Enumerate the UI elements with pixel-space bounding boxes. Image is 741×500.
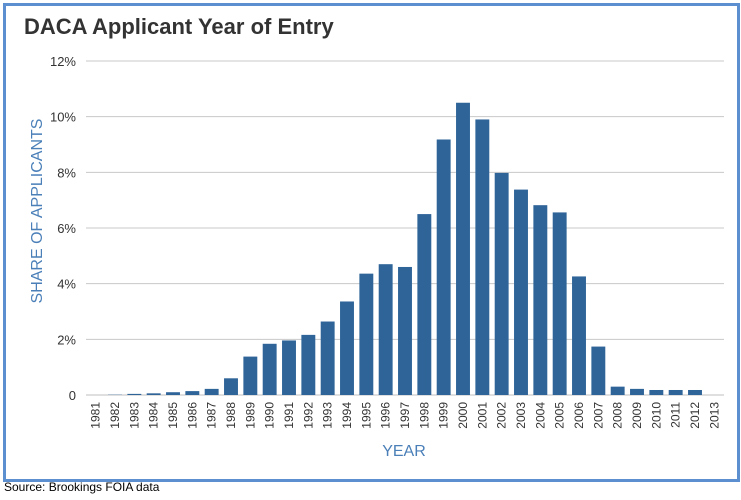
bar-1999 — [436, 139, 451, 395]
bar-1998 — [417, 214, 432, 395]
x-tick-label-1999: 1999 — [437, 402, 451, 429]
bar-2003 — [514, 189, 528, 395]
bar-2011 — [668, 389, 683, 395]
bar-2004 — [533, 205, 548, 395]
x-axis-label: YEAR — [382, 443, 426, 460]
y-tick-label: 6% — [57, 221, 76, 236]
bar-1993 — [320, 321, 335, 395]
bar-2007 — [591, 346, 606, 395]
x-tick-label-2013: 2013 — [707, 402, 721, 429]
bar-2009 — [630, 388, 644, 395]
bar-1995 — [359, 273, 374, 395]
bar-2002 — [494, 172, 509, 395]
x-tick-label-2009: 2009 — [630, 402, 644, 429]
x-tick-label-2000: 2000 — [456, 402, 470, 429]
bar-1992 — [301, 334, 316, 395]
x-tick-label-1989: 1989 — [243, 402, 257, 429]
x-tick-label-1995: 1995 — [359, 402, 373, 429]
bar-1988 — [224, 378, 238, 395]
bar-2012 — [688, 389, 702, 395]
x-tick-label-2002: 2002 — [495, 402, 509, 429]
bar-1996 — [378, 264, 393, 395]
x-tick-label-2007: 2007 — [591, 402, 605, 429]
x-tick-label-1988: 1988 — [224, 402, 238, 429]
y-tick-labels: 0 2% 4% 6% 8% 10% 12% — [50, 54, 76, 403]
x-tick-label-1998: 1998 — [417, 402, 431, 429]
x-tick-label-2001: 2001 — [475, 402, 489, 429]
y-tick-label: 2% — [57, 332, 76, 347]
y-tick-label: 0 — [69, 388, 76, 403]
chart-frame — [3, 3, 740, 482]
x-tick-label-1987: 1987 — [205, 402, 219, 429]
bar-1990 — [262, 343, 277, 395]
x-tick-label-1986: 1986 — [185, 402, 199, 429]
x-tick-labels: 1981 1982 1983 1984 1985 1986 1987 1988 1989 1990… — [89, 402, 722, 429]
bar-1987 — [204, 388, 219, 395]
source-note: Source: Brookings FOIA data — [4, 480, 160, 494]
bar-1997 — [398, 266, 412, 395]
bar-2008 — [610, 386, 625, 395]
x-tick-label-1990: 1990 — [263, 402, 277, 429]
bar-2000 — [456, 102, 470, 395]
x-tick-label-2010: 2010 — [649, 402, 663, 429]
x-tick-label-1993: 1993 — [321, 402, 335, 429]
y-axis-label: SHARE OF APPLICANTS — [29, 119, 46, 304]
bar-2001 — [475, 119, 490, 395]
bar-1991 — [282, 340, 296, 395]
bar-1983 — [127, 393, 142, 395]
bar-2005 — [552, 212, 567, 395]
chart-title: DACA Applicant Year of Entry — [24, 14, 334, 39]
x-tick-label-2004: 2004 — [533, 402, 547, 429]
x-tick-label-1991: 1991 — [282, 402, 296, 429]
x-tick-label-2011: 2011 — [669, 402, 683, 428]
x-tick-label-1981: 1981 — [89, 402, 103, 429]
x-tick-label-2006: 2006 — [572, 402, 586, 429]
x-tick-label-1992: 1992 — [301, 402, 315, 429]
x-tick-label-1996: 1996 — [379, 402, 393, 429]
y-tick-label: 4% — [57, 277, 76, 292]
x-tick-label-1997: 1997 — [398, 402, 412, 429]
bar-1994 — [340, 301, 354, 395]
bar-1984 — [146, 393, 161, 395]
bar-2006 — [572, 276, 586, 395]
bar-1986 — [185, 391, 200, 395]
y-tick-label: 10% — [50, 110, 76, 125]
x-tick-label-2005: 2005 — [553, 402, 567, 429]
bars — [108, 102, 702, 395]
x-tick-label-2012: 2012 — [688, 402, 702, 429]
y-tick-label: 12% — [50, 54, 76, 69]
bar-1989 — [243, 356, 258, 395]
x-tick-label-1984: 1984 — [147, 402, 161, 429]
x-tick-label-1983: 1983 — [127, 402, 141, 429]
bar-2010 — [649, 389, 664, 395]
x-tick-label-1985: 1985 — [166, 402, 180, 429]
x-tick-label-2003: 2003 — [514, 402, 528, 429]
x-tick-label-1982: 1982 — [108, 402, 122, 429]
x-tick-label-2008: 2008 — [611, 402, 625, 429]
y-tick-label: 8% — [57, 165, 76, 180]
bar-1985 — [166, 392, 180, 395]
x-tick-label-1994: 1994 — [340, 402, 354, 429]
